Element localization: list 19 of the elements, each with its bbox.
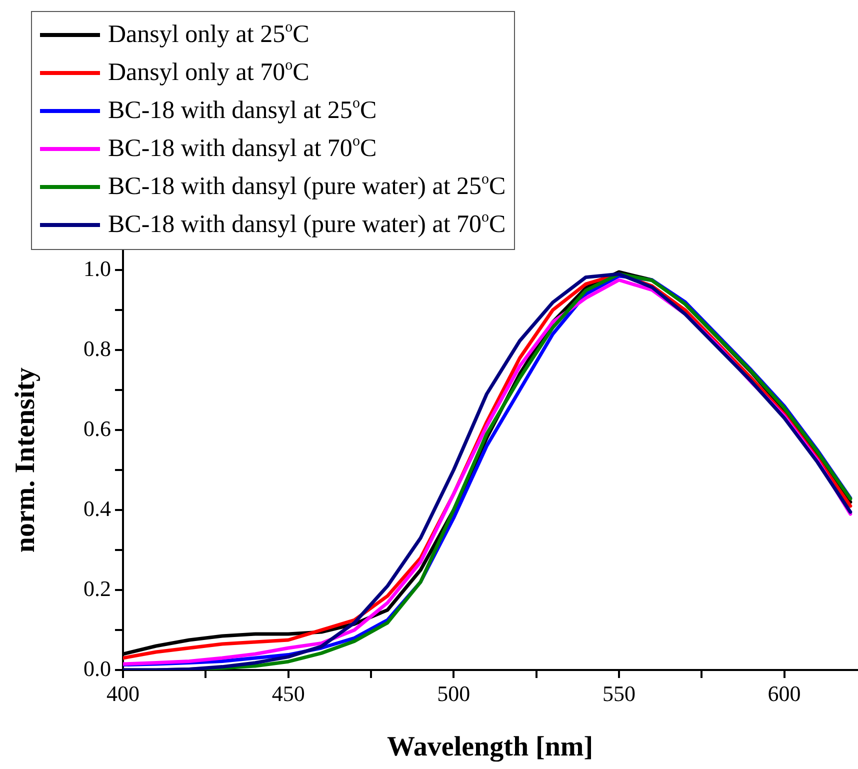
legend-label: BC-18 with dansyl (pure water) at 25$^{o}$C: [108, 170, 506, 202]
legend-label: BC-18 with dansyl (pure water) at 70$^{o}$C: [108, 208, 506, 240]
legend-label: Dansyl only at 70$^{o}$C: [108, 56, 310, 88]
y-tick-label: 0.4: [84, 496, 111, 521]
y-axis-title: norm. Intensity: [10, 367, 42, 553]
y-tick-label: 0.0: [84, 656, 111, 681]
x-tick-label: 550: [602, 680, 636, 706]
legend-label: Dansyl only at 25$^{o}$C: [108, 18, 310, 50]
legend-label: BC-18 with dansyl at 70$^{o}$C: [108, 132, 377, 164]
x-tick-label: 450: [272, 680, 305, 706]
x-tick-label: 600: [768, 680, 801, 706]
y-tick-label: 1.0: [84, 256, 111, 281]
y-tick-label: 0.8: [84, 336, 111, 361]
y-tick-label: 0.2: [84, 576, 111, 601]
x-axis-title: Wavelength [nm]: [386, 731, 594, 762]
x-tick-label: 500: [437, 680, 470, 706]
x-tick-label: 400: [106, 680, 140, 706]
legend-label: BC-18 with dansyl at 25$^{o}$C: [108, 94, 377, 126]
y-tick-label: 0.6: [84, 416, 111, 441]
